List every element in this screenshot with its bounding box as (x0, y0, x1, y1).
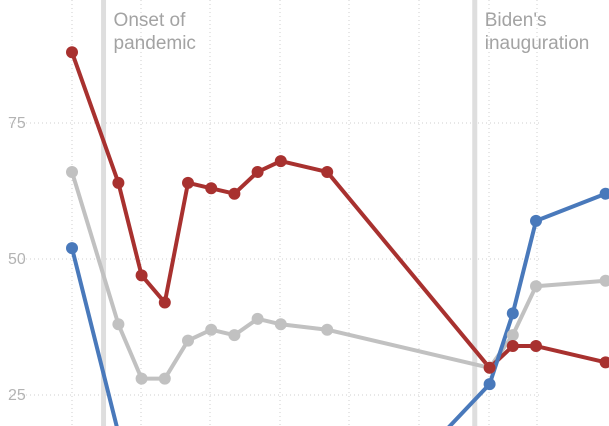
gridlines (10, 0, 540, 426)
data-point (530, 340, 542, 353)
data-point (205, 323, 218, 336)
data-point (599, 274, 609, 287)
data-point (228, 187, 241, 200)
data-point (66, 46, 78, 59)
y-tick-label: 50 (8, 251, 26, 268)
series-line (70, 191, 609, 426)
data-point (274, 318, 287, 331)
data-point (321, 323, 334, 336)
data-point (182, 334, 194, 347)
data-point (599, 187, 609, 200)
series-lines (70, 50, 609, 426)
annotation-label: pandemic (114, 33, 196, 54)
y-tick-label: 75 (8, 115, 26, 132)
data-point (483, 378, 496, 391)
data-point (506, 307, 519, 320)
annotation-band (472, 0, 478, 426)
data-point (112, 176, 125, 189)
data-point (599, 356, 609, 369)
data-point (135, 372, 148, 385)
data-point (506, 329, 519, 342)
y-tick-label: 25 (8, 387, 26, 404)
data-point (251, 165, 264, 178)
data-point (158, 296, 171, 309)
series-line (70, 50, 609, 370)
data-point (66, 165, 78, 178)
data-point (274, 155, 287, 168)
y-axis-ticks: 75 50 25 (8, 115, 26, 404)
data-point (483, 361, 496, 374)
data-point (228, 329, 241, 342)
data-point (66, 242, 78, 255)
data-point (158, 372, 171, 385)
data-point (205, 182, 218, 195)
annotation-label: Biden's (485, 10, 547, 31)
annotation-label: Onset of (114, 10, 187, 31)
data-point (182, 176, 194, 189)
annotation-band (101, 0, 107, 426)
annotation-label: inauguration (485, 33, 590, 54)
data-point (530, 280, 542, 293)
series-points (66, 46, 609, 391)
data-point (112, 318, 125, 331)
data-point (506, 340, 519, 353)
data-point (321, 165, 334, 178)
annotation-bands (101, 0, 478, 426)
data-point (251, 312, 264, 325)
data-point (530, 214, 542, 227)
data-point (135, 269, 148, 282)
